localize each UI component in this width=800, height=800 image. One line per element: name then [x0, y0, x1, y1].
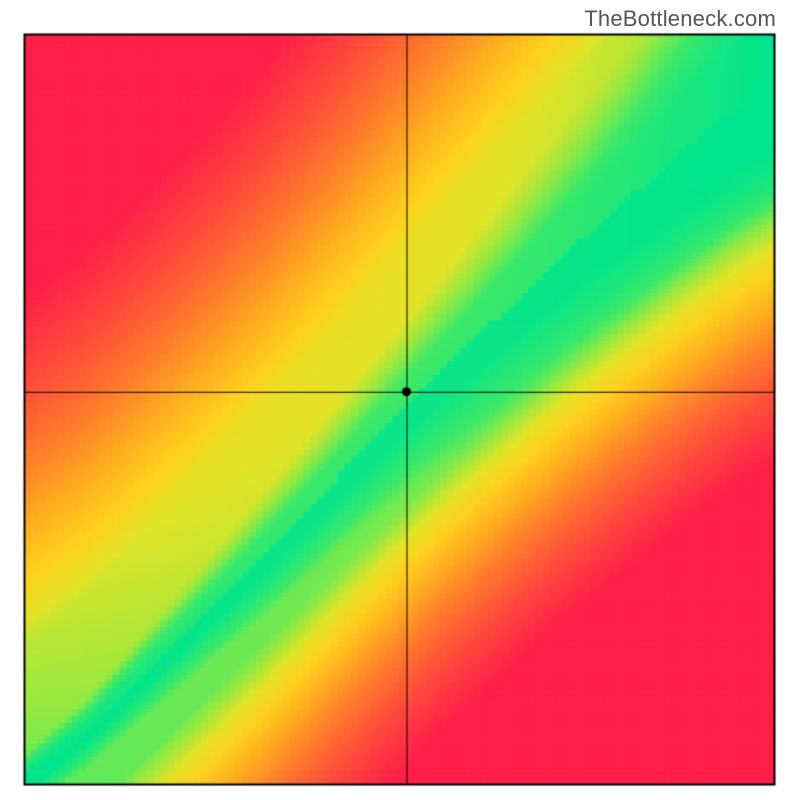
bottleneck-heatmap: [0, 0, 800, 800]
chart-container: TheBottleneck.com: [0, 0, 800, 800]
watermark-text: TheBottleneck.com: [584, 6, 776, 32]
